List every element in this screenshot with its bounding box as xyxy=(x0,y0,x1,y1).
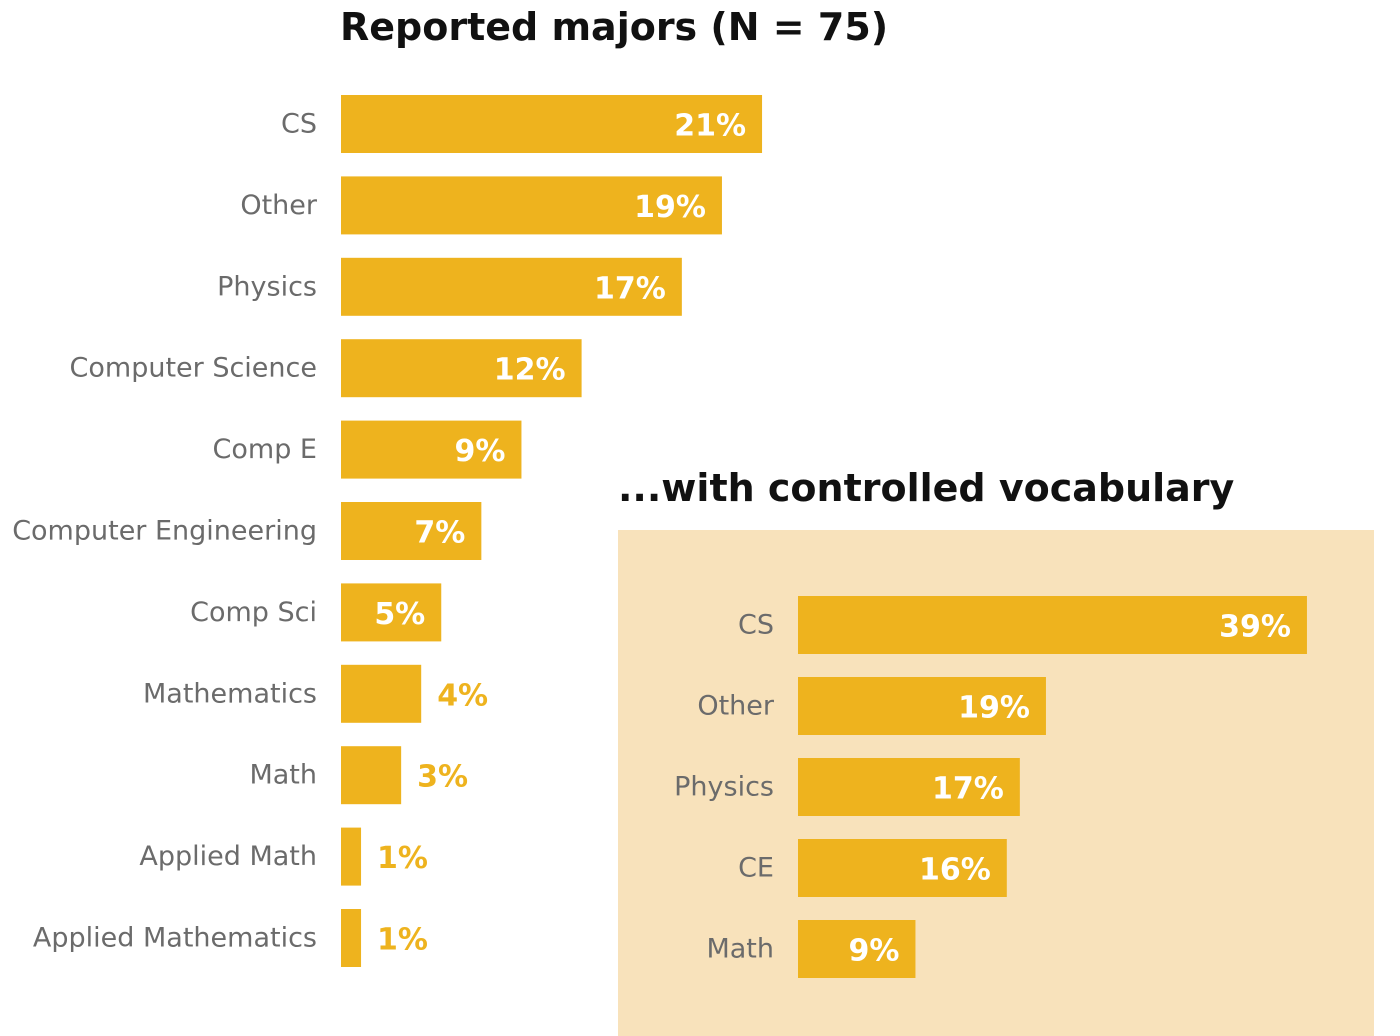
main-math-category-label: Math xyxy=(249,760,317,791)
main-other-value-label: 19% xyxy=(634,190,706,225)
main-applied-mathematics-bar xyxy=(341,909,362,967)
main-computer-science-category-label: Computer Science xyxy=(70,353,317,384)
main-cs-value-label: 21% xyxy=(674,109,746,144)
inset-physics-value-label: 17% xyxy=(932,772,1004,807)
main-mathematics-value-label: 4% xyxy=(437,678,488,713)
inset-physics-category-label: Physics xyxy=(674,772,774,803)
main-applied-mathematics-value-label: 1% xyxy=(377,923,428,958)
main-computer-engineering-category-label: Computer Engineering xyxy=(12,516,317,547)
inset-cs-value-label: 39% xyxy=(1219,610,1291,645)
inset-math-value-label: 9% xyxy=(849,934,900,969)
main-computer-engineering-bar xyxy=(341,502,482,560)
inset-ce-category-label: CE xyxy=(738,853,774,884)
inset-cs-bar xyxy=(798,596,1307,654)
inset-other-bar xyxy=(798,677,1046,735)
main-bar-chart: CS 21% Other 19% Physics 17% Computer Science 1… xyxy=(12,95,763,967)
main-mathematics-bar xyxy=(341,664,422,723)
main-computer-engineering-value-label: 7% xyxy=(414,516,465,551)
inset-math-bar xyxy=(798,920,916,978)
main-mathematics-category-label: Mathematics xyxy=(143,678,317,709)
main-physics-category-label: Physics xyxy=(217,271,317,302)
main-applied-math-value-label: 1% xyxy=(377,841,428,876)
inset-ce-value-label: 16% xyxy=(919,853,991,888)
inset-bar-chart: CS 39% Other 19% Physics 17% CE 16% Math 9% xyxy=(674,596,1307,978)
main-cs-bar xyxy=(341,95,763,153)
main-physics-bar xyxy=(341,257,682,316)
inset-ce-bar xyxy=(798,839,1007,897)
main-other-bar xyxy=(341,176,722,235)
inset-other-category-label: Other xyxy=(697,691,775,722)
main-comp-sci-value-label: 5% xyxy=(374,597,425,632)
chart-title-main: Reported majors (N = 75) xyxy=(340,5,889,49)
main-applied-math-category-label: Applied Math xyxy=(139,841,317,872)
chart-title-inset: ...with controlled vocabulary xyxy=(618,466,1235,510)
main-comp-sci-bar xyxy=(341,583,442,642)
main-math-bar xyxy=(341,746,402,805)
inset-physics-bar xyxy=(798,758,1020,816)
main-comp-e-bar xyxy=(341,420,522,479)
main-applied-mathematics-category-label: Applied Mathematics xyxy=(33,923,317,954)
main-computer-science-bar xyxy=(341,339,582,398)
main-math-value-label: 3% xyxy=(417,760,468,795)
main-other-category-label: Other xyxy=(240,190,318,221)
main-computer-science-value-label: 12% xyxy=(494,353,566,388)
main-cs-category-label: CS xyxy=(281,109,317,140)
inset-math-category-label: Math xyxy=(706,934,774,965)
inset-cs-category-label: CS xyxy=(738,610,774,641)
inset-other-value-label: 19% xyxy=(958,691,1030,726)
main-comp-e-category-label: Comp E xyxy=(213,434,317,465)
main-comp-e-value-label: 9% xyxy=(455,434,506,469)
main-physics-value-label: 17% xyxy=(594,271,666,306)
main-comp-sci-category-label: Comp Sci xyxy=(190,597,317,628)
main-applied-math-bar xyxy=(341,827,362,886)
